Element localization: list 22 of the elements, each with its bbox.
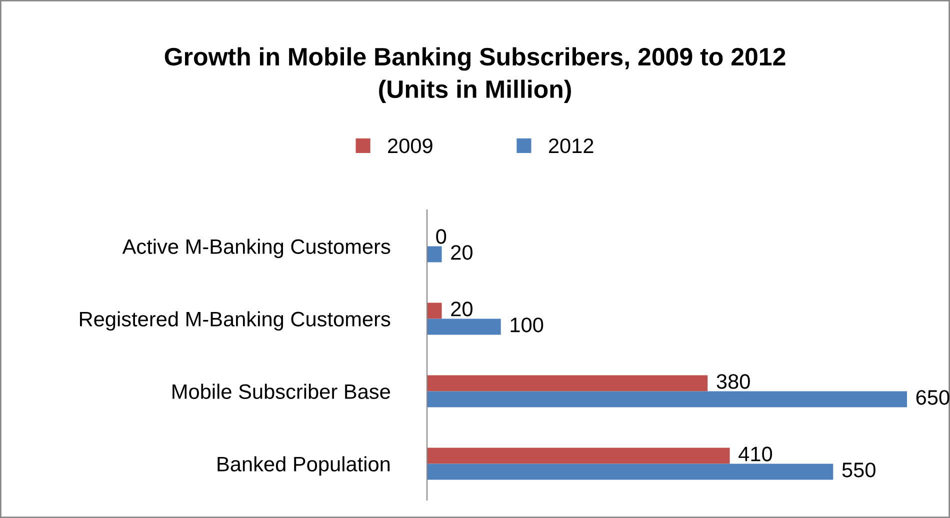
data-label: 20 xyxy=(451,302,472,316)
bar xyxy=(427,246,442,262)
bar xyxy=(427,391,907,408)
data-label: 380 xyxy=(716,374,750,389)
data-label: 0 xyxy=(436,229,446,244)
bar xyxy=(427,375,708,392)
y-tick-label: Active M-Banking Customers xyxy=(122,238,390,258)
y-tick-label: Banked Population xyxy=(218,456,390,476)
y-tick-label: Registered M-Banking Customers xyxy=(80,311,390,331)
bar xyxy=(427,448,730,464)
bar xyxy=(427,318,501,335)
data-label: 650 xyxy=(916,390,950,405)
bar xyxy=(427,464,834,480)
bar xyxy=(427,302,442,319)
legend-label: 2012 xyxy=(548,138,594,154)
data-label: 550 xyxy=(842,462,876,478)
y-tick-label: Mobile Subscriber Base xyxy=(172,384,390,400)
legend-label: 2009 xyxy=(388,138,432,154)
data-label: 20 xyxy=(451,245,472,260)
data-label: 100 xyxy=(510,318,544,332)
data-label: 410 xyxy=(738,446,772,462)
chart-title: Growth in Mobile Banking Subscribers, 2009 to 2012 (Units in Million) xyxy=(164,47,786,103)
